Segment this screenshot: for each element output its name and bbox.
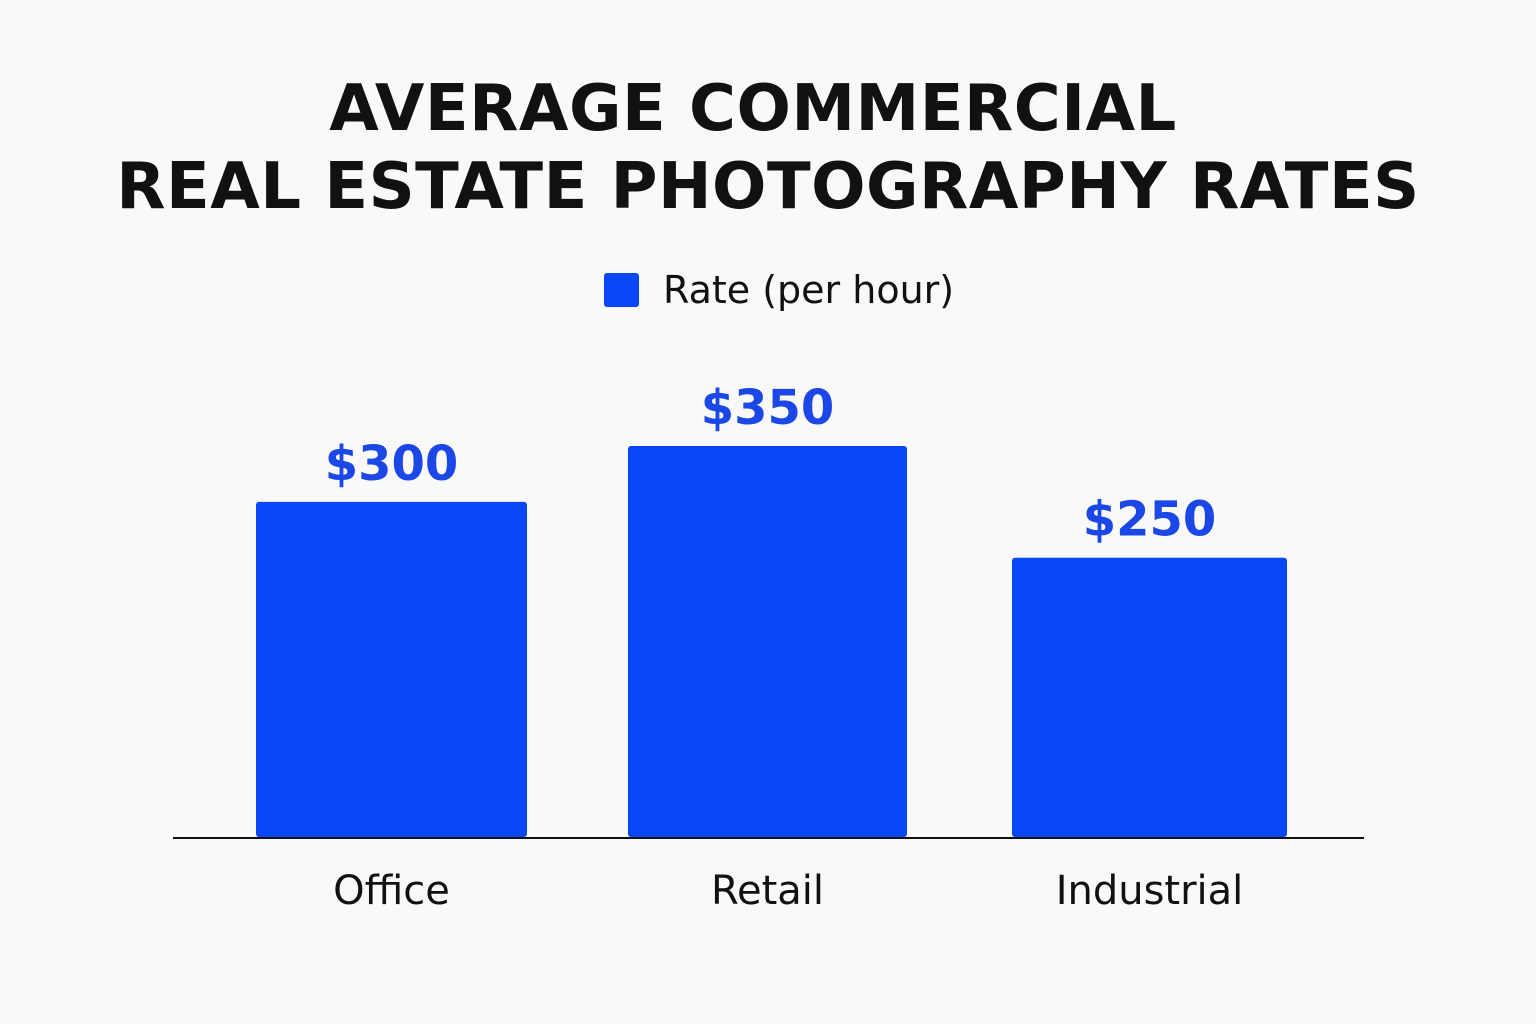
value-label-office: $300 — [325, 436, 459, 492]
legend-label: Rate (per hour) — [663, 268, 955, 312]
chart-title-line-1: AVERAGE COMMERCIAL — [329, 72, 1177, 146]
category-label-office: Office — [333, 868, 450, 914]
category-label-retail: Retail — [711, 868, 824, 914]
chart-title: AVERAGE COMMERCIAL REAL ESTATE PHOTOGRAP… — [0, 70, 1536, 226]
bar-industrial — [1012, 557, 1287, 837]
bar-retail — [628, 446, 907, 837]
value-label-retail: $350 — [701, 380, 835, 436]
bar-office — [256, 501, 527, 837]
chart-legend: Rate (per hour) — [604, 266, 954, 314]
category-label-industrial: Industrial — [1056, 868, 1244, 914]
legend-swatch — [604, 273, 639, 307]
value-label-industrial: $250 — [1083, 492, 1217, 548]
chart-title-line-2: REAL ESTATE PHOTOGRAPHY RATES — [116, 150, 1420, 224]
